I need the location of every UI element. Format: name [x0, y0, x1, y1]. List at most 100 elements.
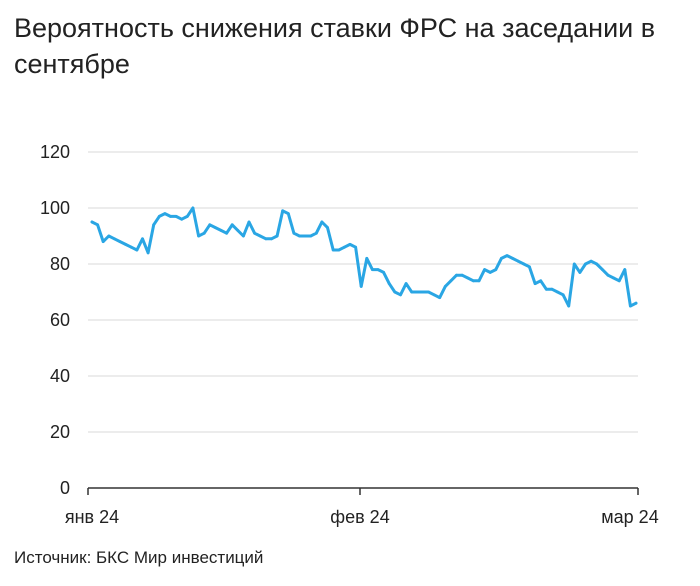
data-point: [135, 248, 139, 252]
data-point: [96, 223, 99, 227]
data-point: [101, 240, 105, 244]
data-point: [533, 282, 537, 285]
data-point: [124, 243, 127, 246]
data-point: [376, 268, 380, 271]
data-point: [169, 215, 172, 218]
y-tick-label: 60: [50, 310, 70, 330]
data-point: [242, 234, 245, 238]
data-point: [214, 226, 217, 230]
data-point: [146, 251, 150, 255]
data-point: [191, 206, 195, 210]
y-tick-label: 100: [40, 198, 70, 218]
data-point: [589, 259, 593, 263]
data-point: [219, 229, 223, 232]
data-point: [314, 231, 318, 235]
data-point: [107, 234, 111, 238]
data-point: [421, 290, 425, 294]
data-point: [365, 257, 369, 260]
x-tick-label: мар 24: [601, 507, 658, 527]
data-point: [208, 223, 212, 227]
data-point: [337, 248, 341, 252]
data-point: [578, 271, 582, 274]
data-point: [584, 262, 587, 266]
data-point: [197, 234, 201, 238]
data-point: [427, 290, 430, 294]
data-point: [253, 231, 256, 235]
data-point: [292, 231, 296, 235]
chart-title: Вероятность снижения ставки ФРС на засед…: [14, 13, 656, 79]
x-tick-label: янв 24: [65, 507, 119, 527]
data-point: [247, 220, 251, 224]
data-point: [550, 287, 554, 291]
data-point: [511, 257, 514, 260]
data-point: [281, 209, 285, 213]
data-point: [522, 262, 526, 266]
series-line: [90, 206, 638, 308]
data-point: [320, 220, 324, 224]
data-point: [225, 231, 229, 235]
data-point: [286, 212, 290, 216]
data-point: [113, 237, 116, 241]
data-point: [163, 212, 167, 216]
data-point: [572, 262, 576, 266]
data-point: [275, 234, 279, 238]
data-point: [500, 257, 503, 260]
y-tick-label: 0: [60, 478, 70, 498]
data-point: [449, 279, 453, 283]
data-point: [617, 279, 621, 283]
data-point: [415, 290, 419, 294]
data-point: [331, 248, 335, 252]
data-point: [466, 276, 470, 280]
data-point: [410, 290, 414, 294]
x-axis: янв 24 фев 24 мар 24: [65, 487, 659, 527]
data-point: [432, 293, 436, 297]
data-point: [180, 217, 184, 221]
data-point: [483, 268, 486, 271]
data-point: [343, 245, 346, 249]
data-point: [129, 245, 133, 249]
data-point: [443, 285, 447, 288]
y-tick-label: 120: [40, 142, 70, 162]
data-point: [612, 276, 615, 280]
y-axis-tick-labels: 0 20 40 60 80 100 120: [40, 142, 70, 498]
data-point: [90, 220, 94, 224]
data-point: [634, 301, 638, 305]
data-point: [601, 268, 604, 271]
data-point: [185, 215, 189, 218]
data-point: [556, 290, 559, 294]
data-point: [528, 265, 531, 269]
data-point: [264, 237, 268, 241]
source-note: Источник: БКС Мир инвестиций: [14, 548, 264, 567]
data-point: [606, 273, 610, 277]
data-point: [629, 304, 632, 308]
y-tick-label: 80: [50, 254, 70, 274]
data-point: [595, 262, 599, 266]
data-point: [326, 226, 329, 230]
data-point: [623, 268, 627, 271]
data-point: [404, 282, 408, 285]
data-point: [270, 237, 273, 241]
data-point: [348, 243, 352, 246]
data-point: [567, 304, 571, 308]
data-point: [174, 215, 178, 218]
series-layer: [90, 206, 638, 308]
data-point: [387, 282, 391, 285]
data-point: [477, 279, 481, 283]
data-point: [399, 293, 402, 297]
data-point: [298, 234, 301, 238]
data-point: [438, 296, 442, 299]
data-point: [309, 234, 313, 238]
data-point: [359, 285, 363, 288]
y-tick-label: 20: [50, 422, 70, 442]
data-point: [561, 293, 565, 297]
data-point: [141, 237, 144, 241]
grid-lines: [88, 151, 638, 433]
data-point: [230, 223, 234, 227]
data-point: [460, 273, 464, 277]
data-point: [539, 279, 543, 283]
data-point: [544, 287, 548, 291]
data-point: [488, 271, 492, 274]
data-point: [202, 231, 206, 235]
data-point: [157, 215, 161, 218]
